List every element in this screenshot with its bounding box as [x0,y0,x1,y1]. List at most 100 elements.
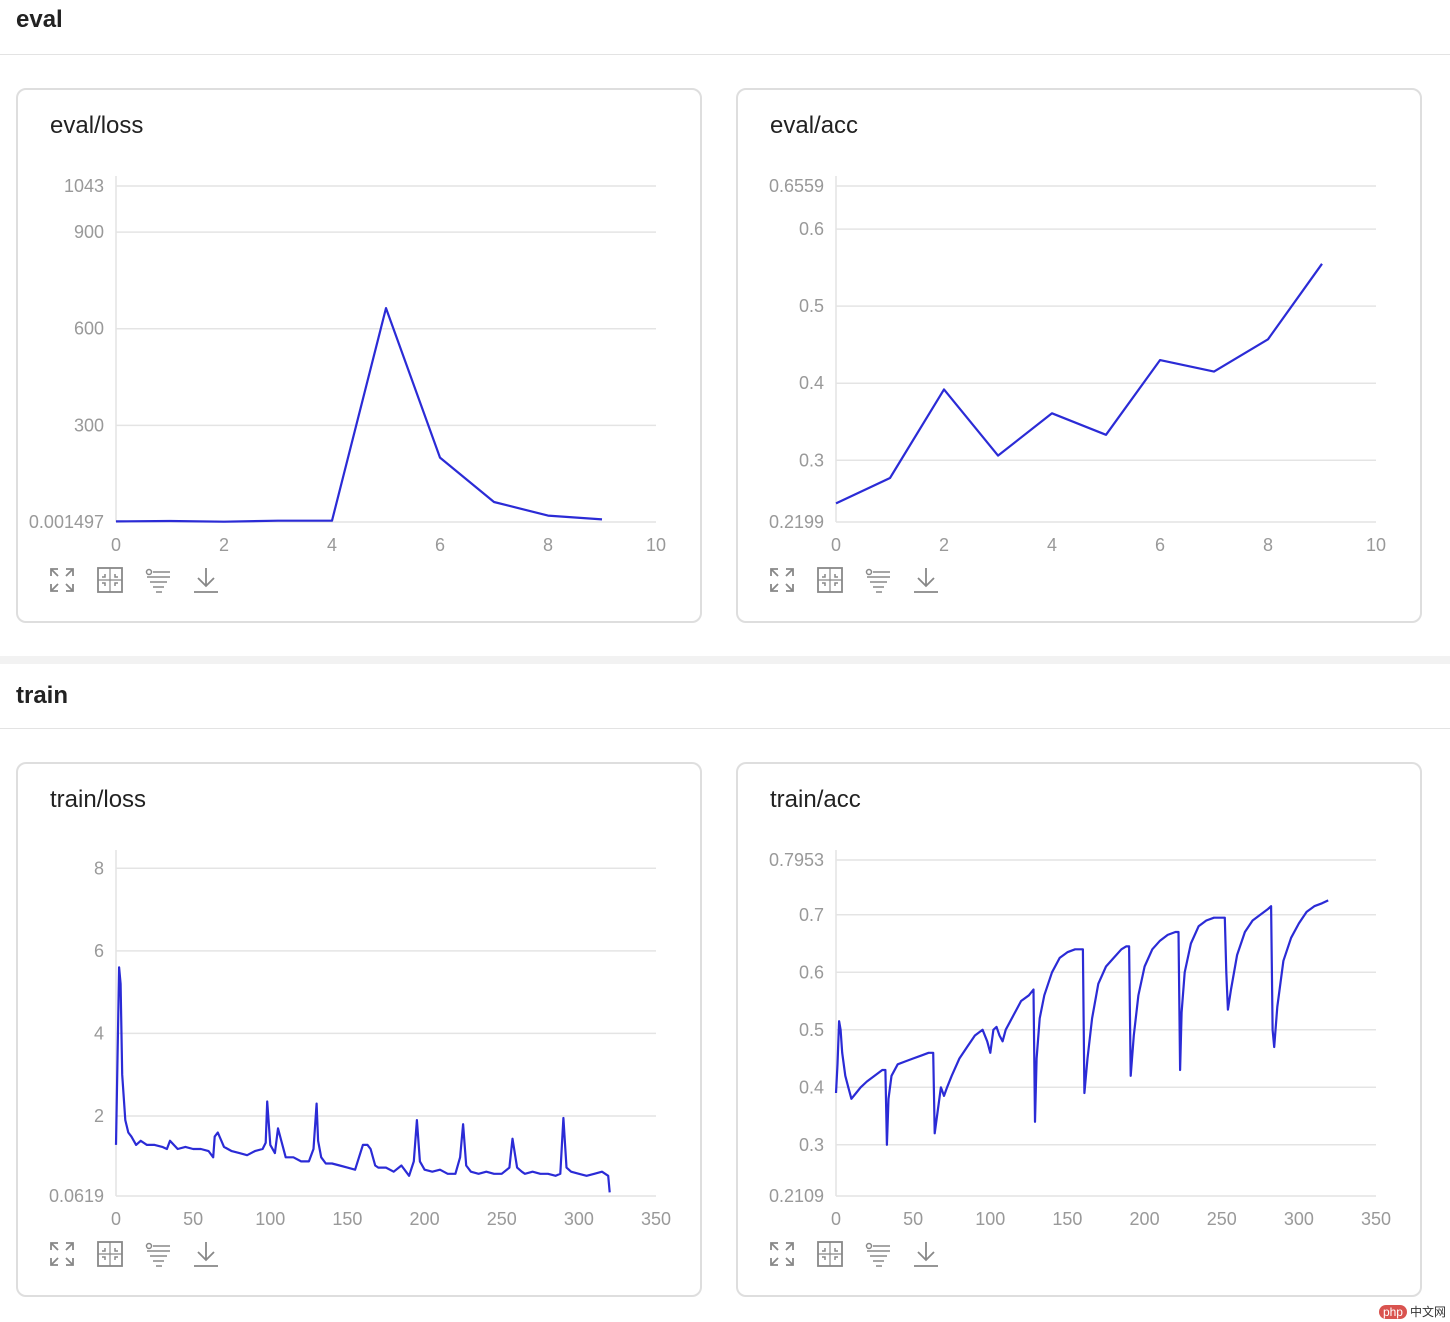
x-tick-label: 150 [1052,1209,1082,1229]
y-tick-label: 600 [74,319,104,339]
expand-button[interactable] [768,566,796,594]
filter-button[interactable] [144,1240,172,1268]
x-tick-label: 300 [564,1209,594,1229]
fit-button[interactable] [816,1240,844,1268]
filter-icon [145,568,170,593]
chart-plot: 0.0619 2 4 6 8 0 50 100 150 200 250 300 350 [49,850,671,1229]
y-tick-label: 6 [94,941,104,961]
y-tick-label: 0.5 [799,1020,824,1040]
x-tick-label: 10 [646,535,666,555]
x-tick-label: 6 [1155,535,1165,555]
x-tick-label: 4 [327,535,337,555]
x-tick-label: 150 [332,1209,362,1229]
series-line [114,966,611,1193]
y-tick-label: 0.0619 [49,1186,104,1206]
section-header-eval: eval [0,0,1450,55]
y-tick-label: 300 [74,415,104,435]
y-tick-label: 0.5 [799,296,824,316]
section-title: train [16,682,69,709]
fit-icon [97,1241,123,1267]
y-tick-label: 0.4 [799,373,824,393]
y-tick-label: 0.2109 [769,1186,824,1206]
x-tick-label: 100 [975,1209,1005,1229]
expand-button[interactable] [48,1240,76,1268]
chart-card-train-acc: train/acc 0.2109 0.3 0.4 0.5 0.6 0.7 0.7953 0 50… [736,762,1422,1297]
x-tick-label: 250 [1207,1209,1237,1229]
x-tick-label: 200 [1130,1209,1160,1229]
download-icon [194,1242,218,1267]
fit-icon [817,1241,843,1267]
x-tick-label: 300 [1284,1209,1314,1229]
chart-plot: 0.2199 0.3 0.4 0.5 0.6 0.6559 0 2 4 6 8 10 [769,176,1386,555]
fit-button[interactable] [96,566,124,594]
y-tick-label: 0.7953 [769,850,824,870]
chart-plot: 0.2109 0.3 0.4 0.5 0.6 0.7 0.7953 0 50 100 150 200 2… [769,850,1391,1229]
y-tick-label: 0.6 [799,219,824,239]
download-button[interactable] [912,566,940,594]
x-tick-label: 4 [1047,535,1057,555]
filter-icon [865,1242,890,1267]
expand-button[interactable] [768,1240,796,1268]
filter-button[interactable] [864,1240,892,1268]
chart-card-eval-loss: eval/loss 0.001497 300 600 900 1043 0 2 4 6 8 10 [16,88,702,623]
section-header-train: train [0,664,1450,729]
watermark-logo: php [1378,1305,1407,1319]
x-tick-label: 200 [410,1209,440,1229]
chart-title: eval/acc [770,112,859,139]
filter-icon [865,568,890,593]
y-tick-label: 900 [74,222,104,242]
fit-icon [97,567,123,593]
chart-card-train-loss: train/loss 0.0619 2 4 6 8 0 50 100 150 200 250 300 3… [16,762,702,1297]
x-tick-label: 100 [255,1209,285,1229]
filter-button[interactable] [864,566,892,594]
download-button[interactable] [912,1240,940,1268]
y-tick-label: 0.001497 [29,512,104,532]
x-tick-label: 0 [831,1209,841,1229]
y-tick-label: 0.3 [799,1135,824,1155]
x-tick-label: 8 [543,535,553,555]
watermark: php 中文网 [1378,1303,1446,1320]
y-tick-label: 0.6 [799,962,824,982]
chart-toolbar [48,566,220,596]
section-divider [0,656,1450,664]
fit-button[interactable] [816,566,844,594]
section-title: eval [16,6,63,33]
x-tick-label: 50 [183,1209,203,1229]
chart-plot: 0.001497 300 600 900 1043 0 2 4 6 8 10 [29,176,666,555]
chart-toolbar [768,1240,940,1270]
y-tick-label: 0.4 [799,1077,824,1097]
filter-button[interactable] [144,566,172,594]
y-tick-label: 8 [94,858,104,878]
chart-toolbar [768,566,940,596]
y-tick-label: 2 [94,1106,104,1126]
y-tick-label: 1043 [64,176,104,196]
x-tick-label: 6 [435,535,445,555]
chart-title: train/loss [50,786,147,813]
filter-icon [145,1242,170,1267]
series-line [115,307,603,523]
series-line [834,899,1329,1146]
x-tick-label: 2 [939,535,949,555]
x-tick-label: 2 [219,535,229,555]
download-icon [914,568,938,593]
expand-icon [50,1242,74,1266]
x-tick-label: 0 [111,535,121,555]
download-icon [194,568,218,593]
series-line [835,263,1323,505]
y-tick-label: 4 [94,1023,104,1043]
y-tick-label: 0.2199 [769,512,824,532]
download-button[interactable] [192,1240,220,1268]
expand-icon [770,568,794,592]
chart-toolbar [48,1240,220,1270]
x-tick-label: 250 [487,1209,517,1229]
download-button[interactable] [192,566,220,594]
x-tick-label: 8 [1263,535,1273,555]
x-tick-label: 0 [831,535,841,555]
fit-button[interactable] [96,1240,124,1268]
expand-button[interactable] [48,566,76,594]
y-tick-label: 0.6559 [769,176,824,196]
x-tick-label: 350 [641,1209,671,1229]
fit-icon [817,567,843,593]
watermark-text: 中文网 [1409,1305,1446,1319]
chart-card-eval-acc: eval/acc 0.2199 0.3 0.4 0.5 0.6 0.6559 0 2 4 6 8 10 [736,88,1422,623]
